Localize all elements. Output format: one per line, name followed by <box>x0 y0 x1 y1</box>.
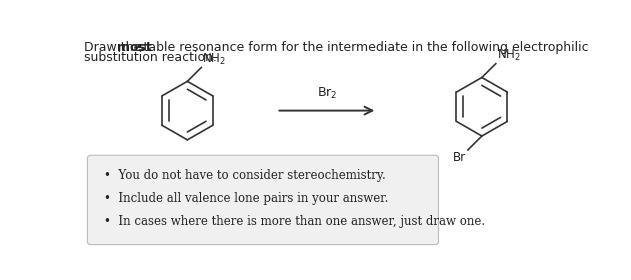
Text: Br: Br <box>452 151 466 164</box>
Text: NH$_2$: NH$_2$ <box>497 48 521 63</box>
Text: stable resonance form for the intermediate in the following electrophilic: stable resonance form for the intermedia… <box>133 41 589 54</box>
Text: •  In cases where there is more than one answer, just draw one.: • In cases where there is more than one … <box>105 215 486 228</box>
Text: NH$_2$: NH$_2$ <box>202 52 226 67</box>
Text: •  You do not have to consider stereochemistry.: • You do not have to consider stereochem… <box>105 169 386 182</box>
Text: Draw the: Draw the <box>85 41 146 54</box>
Text: •  Include all valence lone pairs in your answer.: • Include all valence lone pairs in your… <box>105 192 389 205</box>
FancyBboxPatch shape <box>88 155 439 245</box>
Text: substitution reaction.: substitution reaction. <box>85 50 217 64</box>
Text: most: most <box>117 41 151 54</box>
Text: Br$_2$: Br$_2$ <box>317 86 337 101</box>
